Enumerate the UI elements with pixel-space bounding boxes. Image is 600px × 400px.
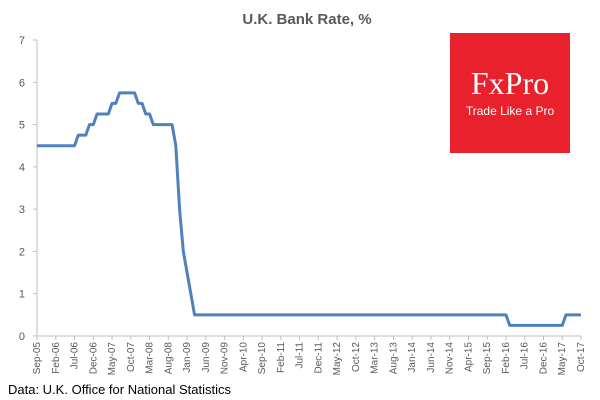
x-tick-label: Apr-10 [238, 342, 249, 372]
y-tick-label: 0 [19, 331, 25, 343]
x-tick-label: Oct-17 [576, 342, 587, 372]
x-tick-label: Oct-12 [351, 342, 362, 372]
x-tick-label: Mar-13 [370, 342, 381, 374]
x-tick-label: Sep-05 [32, 342, 43, 375]
x-tick-label: Feb-11 [276, 342, 287, 373]
x-tick-label: Sep-10 [257, 342, 268, 375]
x-tick-label: Jul-11 [295, 342, 306, 369]
x-tick-label: May-07 [107, 342, 118, 376]
x-tick-label: Oct-07 [126, 342, 137, 372]
y-tick-label: 4 [19, 162, 25, 174]
x-tick-label: Aug-13 [388, 342, 399, 375]
x-axis: Sep-05 Feb-06 Jul-06 Dec-06 May-07 Oct-07 Mar-… [32, 335, 587, 376]
logo-tagline: Trade Like a Pro [465, 104, 555, 118]
logo-name: FxPro [470, 65, 550, 101]
x-tick-label: Jul-16 [520, 342, 531, 370]
x-tick-label: Feb-06 [51, 342, 62, 374]
y-tick-label: 7 [19, 35, 25, 47]
x-tick-label: Jan-09 [182, 342, 193, 373]
chart-title: U.K. Bank Rate, % [242, 11, 371, 28]
source-note: Data: U.K. Office for National Statistic… [8, 382, 232, 397]
series-line-bank-rate [37, 91, 581, 327]
x-tick-label: Jan-14 [407, 342, 418, 373]
y-tick-label: 5 [19, 120, 25, 132]
x-tick-label: Jun-09 [201, 342, 212, 373]
y-tick-label: 2 [19, 246, 25, 258]
y-tick-label: 3 [19, 204, 25, 216]
x-tick-label: Aug-08 [163, 342, 174, 375]
y-axis: 0 1 2 3 4 5 6 7 [19, 35, 38, 343]
fxpro-logo: FxPro Trade Like a Pro [450, 33, 570, 153]
series-layer [37, 91, 581, 327]
x-tick-label: May-17 [557, 342, 568, 376]
x-tick-label: Jun-14 [426, 342, 437, 373]
x-tick-label: Feb-16 [501, 342, 512, 374]
x-tick-label: Apr-15 [463, 342, 474, 372]
x-tick-label: Dec-11 [313, 342, 324, 374]
x-tick-label: Nov-14 [445, 342, 456, 375]
y-tick-label: 1 [19, 289, 25, 301]
x-tick-label: Jul-06 [70, 342, 81, 370]
x-tick-label: Dec-16 [538, 342, 549, 375]
x-tick-label: Dec-06 [88, 342, 99, 375]
x-tick-label: Sep-15 [482, 342, 493, 375]
x-tick-label: Nov-09 [220, 342, 231, 375]
x-tick-label: Mar-08 [145, 342, 156, 374]
x-tick-label: May-12 [332, 342, 343, 376]
y-tick-label: 6 [19, 77, 25, 89]
